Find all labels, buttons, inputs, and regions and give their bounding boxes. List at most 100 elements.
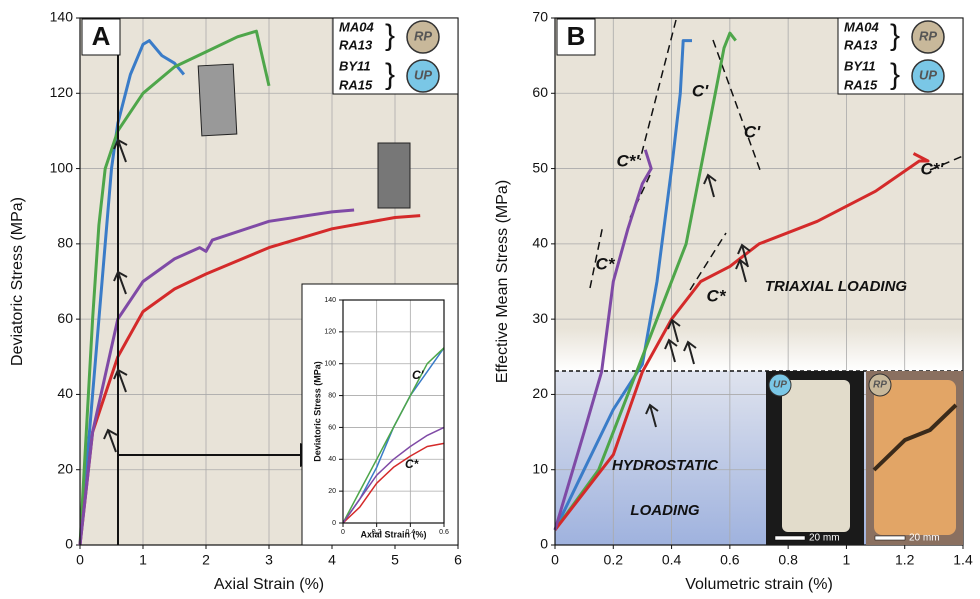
y-tick-label: 40 <box>57 385 73 401</box>
y-tick-label: 100 <box>50 159 74 175</box>
x-tick-label: 1.2 <box>895 552 915 568</box>
plot-background <box>555 328 963 371</box>
y-tick-label: 20 <box>328 488 336 495</box>
y-tick-label: 30 <box>532 310 548 326</box>
data-line <box>342 426 445 524</box>
scale-label: 20 mm <box>809 533 840 544</box>
annotation: C* <box>405 457 420 471</box>
legend-icon-label: RP <box>414 28 432 43</box>
arrow <box>737 243 751 268</box>
scale-bar <box>874 535 906 541</box>
x-tick-label: 5 <box>391 552 399 568</box>
legend-icon <box>406 59 440 93</box>
plot-frame <box>554 17 964 546</box>
y-tick-label: 20 <box>57 460 73 476</box>
y-tick-label: 100 <box>324 361 336 368</box>
y-tick-label: 120 <box>324 329 336 336</box>
data-line <box>78 29 271 546</box>
annotation: C* <box>707 286 727 305</box>
data-line <box>342 442 445 524</box>
annotation: C*' <box>617 151 641 170</box>
data-line <box>78 214 421 546</box>
legend-label: BY11 <box>339 58 371 73</box>
arrow <box>667 318 681 343</box>
annotation: HYDROSTATIC <box>612 457 719 474</box>
photo-sample <box>782 380 850 532</box>
x-tick-label: 0.2 <box>372 529 382 536</box>
plot-frame <box>79 17 459 546</box>
legend-label: RA13 <box>844 37 878 52</box>
tangent-line <box>929 155 964 171</box>
y-tick-label: 40 <box>532 235 548 251</box>
data-line <box>342 347 445 524</box>
legend-icon <box>911 20 945 54</box>
y-axis-title: Effective Mean Stress (MPa) <box>494 180 511 383</box>
x-tick-label: 0 <box>76 552 84 568</box>
x-tick-label: 6 <box>454 552 462 568</box>
plot-frame <box>342 299 445 524</box>
x-tick-label: 4 <box>328 552 336 568</box>
legend-label: RA15 <box>339 77 373 92</box>
y-tick-label: 40 <box>328 456 336 463</box>
legend-brace: } <box>385 58 395 91</box>
y-tick-label: 60 <box>328 424 336 431</box>
legend-brace: } <box>385 19 395 52</box>
photo-icon-label: UP <box>773 380 787 391</box>
arrow <box>103 428 118 453</box>
tangent-line <box>712 39 761 171</box>
x-tick-label: 0.8 <box>778 552 798 568</box>
x-tick-label: 0.6 <box>720 552 740 568</box>
x-tick-label: 1 <box>139 552 147 568</box>
sample-sketch <box>197 63 238 137</box>
annotation: C' <box>744 122 761 141</box>
y-tick-label: 60 <box>532 84 548 100</box>
data-line <box>553 39 692 531</box>
photo-sample <box>874 380 956 535</box>
y-tick-label: 120 <box>50 84 74 100</box>
y-tick-label: 80 <box>328 392 336 399</box>
tangent-line <box>689 232 727 291</box>
panel-label-box <box>556 18 596 56</box>
y-tick-label: 140 <box>50 9 74 25</box>
scale-label: 20 mm <box>909 533 940 544</box>
x-axis-title: Axial Strain (%) <box>360 529 426 539</box>
x-tick-label: 1 <box>843 552 851 568</box>
legend-label: RA13 <box>339 37 373 52</box>
x-tick-label: 0.2 <box>604 552 624 568</box>
x-tick-label: 0 <box>551 552 559 568</box>
arrow <box>113 270 128 295</box>
legend-icon-label: RP <box>919 28 937 43</box>
annotation: C* <box>596 254 616 273</box>
annotation: C' <box>412 368 425 382</box>
arrow <box>703 173 717 198</box>
arrow <box>113 368 128 393</box>
annotation: C*' <box>921 159 945 178</box>
x-tick-label: 0.4 <box>405 529 415 536</box>
annotation: LOADING <box>630 502 699 519</box>
data-line <box>553 149 653 531</box>
y-axis-title: Deviatoric Stress (MPa) <box>9 197 26 366</box>
arrow <box>113 138 128 163</box>
annotation: C' <box>692 81 709 100</box>
legend-icon-label: UP <box>414 67 432 82</box>
y-tick-label: 80 <box>57 235 73 251</box>
data-line <box>78 208 355 546</box>
legend-label: RA15 <box>844 77 878 92</box>
legend-icon <box>406 20 440 54</box>
annotation: TRIAXIAL LOADING <box>765 278 908 295</box>
photo-icon-label: RP <box>873 380 887 391</box>
legend-label: MA04 <box>339 19 374 34</box>
inset-background <box>301 283 459 546</box>
photo-icon <box>868 373 892 397</box>
y-tick-label: 50 <box>532 159 548 175</box>
y-tick-label: 0 <box>332 520 336 527</box>
legend-brace: } <box>890 58 900 91</box>
scale-bar <box>774 535 806 541</box>
x-tick-label: 0.6 <box>439 529 449 536</box>
x-tick-label: 3 <box>265 552 273 568</box>
y-tick-label: 10 <box>532 460 548 476</box>
arrow <box>735 258 749 283</box>
legend-icon <box>911 59 945 93</box>
y-tick-label: 140 <box>324 297 336 304</box>
